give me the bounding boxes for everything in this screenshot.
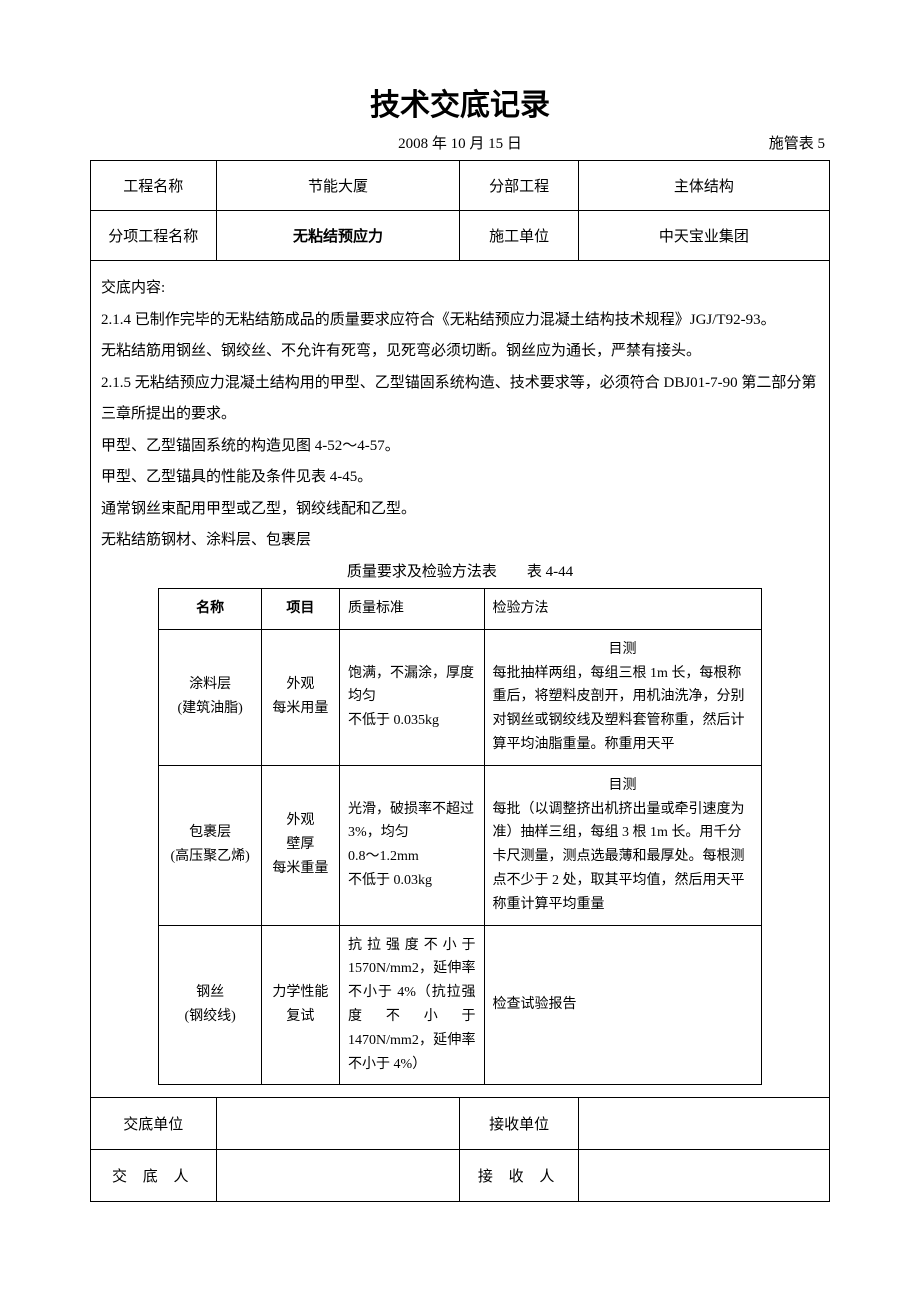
- r2-method-body: 每批（以调整挤出机挤出量或牵引速度为准）抽样三组，每组 3 根 1m 长。用千分…: [493, 802, 745, 912]
- unit-value: 中天宝业集团: [578, 211, 829, 261]
- col-method: 检验方法: [484, 589, 761, 630]
- date-row: 2008 年 10 月 15 日 施管表 5: [90, 132, 830, 154]
- col-std: 质量标准: [340, 589, 485, 630]
- r1-method: 目测 每批抽样两组，每组三根 1m 长，每根称重后，将塑料皮剖开，用机油洗净，分…: [484, 629, 761, 765]
- r2-item-l3: 每米重量: [272, 861, 328, 876]
- r2-std-l2: 0.8～1.2mm: [348, 849, 419, 864]
- r1-name-l1: 涂料层: [189, 677, 231, 692]
- content-p5: 甲型、乙型锚具的性能及条件见表 4-45。: [101, 462, 819, 494]
- content-heading: 交底内容:: [101, 273, 819, 305]
- date-text: 2008 年 10 月 15 日: [90, 132, 830, 153]
- r3-std: 抗拉强度不小于1570N/mm2，延伸率不小于 4%（抗拉强度不小于 1470N…: [340, 925, 485, 1085]
- r2-std: 光滑，破损率不超过 3%，均匀 0.8～1.2mm 不低于 0.03kg: [340, 765, 485, 925]
- send-unit-label: 交底单位: [91, 1098, 217, 1150]
- sub-name-value: 无粘结预应力: [216, 211, 460, 261]
- receiver-label: 接 收 人: [460, 1150, 578, 1202]
- r1-std-l1: 饱满，不漏涂，厚度均匀: [348, 666, 474, 705]
- r1-item-l2: 每米用量: [272, 701, 328, 716]
- inner-table-caption: 质量要求及检验方法表 表 4-44: [101, 557, 819, 589]
- unit-label: 施工单位: [460, 211, 578, 261]
- content-p2: 无粘结筋用钢丝、钢绞丝、不允许有死弯，见死弯必须切断。钢丝应为通长，严禁有接头。: [101, 336, 819, 368]
- receiver-value: [578, 1150, 829, 1202]
- content-p6: 通常钢丝束配用甲型或乙型，钢绞线配和乙型。: [101, 494, 819, 526]
- r3-name-l2: (钢绞线): [184, 1009, 235, 1024]
- header-row-2: 分项工程名称 无粘结预应力 施工单位 中天宝业集团: [91, 211, 830, 261]
- r1-std-l2: 不低于 0.035kg: [348, 713, 439, 728]
- page-title: 技术交底记录: [90, 80, 830, 124]
- send-unit-value: [216, 1098, 460, 1150]
- table-row: 涂料层 (建筑油脂) 外观 每米用量 饱满，不漏涂，厚度均匀 不低于 0.035…: [159, 629, 761, 765]
- content-row: 交底内容: 2.1.4 已制作完毕的无粘结筋成品的质量要求应符合《无粘结预应力混…: [91, 261, 830, 1098]
- recv-unit-value: [578, 1098, 829, 1150]
- content-cell: 交底内容: 2.1.4 已制作完毕的无粘结筋成品的质量要求应符合《无粘结预应力混…: [91, 261, 830, 1098]
- sub-name-label: 分项工程名称: [91, 211, 217, 261]
- r2-method-title: 目测: [493, 774, 753, 798]
- col-item: 项目: [261, 589, 339, 630]
- r2-name-l2: (高压聚乙烯): [170, 849, 249, 864]
- r1-name: 涂料层 (建筑油脂): [159, 629, 261, 765]
- form-label: 施管表 5: [769, 132, 825, 153]
- recv-unit-label: 接收单位: [460, 1098, 578, 1150]
- footer-row-1: 交底单位 接收单位: [91, 1098, 830, 1150]
- r1-name-l2: (建筑油脂): [177, 701, 242, 716]
- section-label: 分部工程: [460, 161, 578, 211]
- r2-item-l2: 壁厚: [286, 837, 314, 852]
- r2-method: 目测 每批（以调整挤出机挤出量或牵引速度为准）抽样三组，每组 3 根 1m 长。…: [484, 765, 761, 925]
- table-row: 钢丝 (钢绞线) 力学性能复试 抗拉强度不小于1570N/mm2，延伸率不小于 …: [159, 925, 761, 1085]
- r2-name-l1: 包裹层: [189, 825, 231, 840]
- project-name-value: 节能大厦: [216, 161, 460, 211]
- r1-std: 饱满，不漏涂，厚度均匀 不低于 0.035kg: [340, 629, 485, 765]
- r2-item-l1: 外观: [286, 813, 314, 828]
- main-table: 工程名称 节能大厦 分部工程 主体结构 分项工程名称 无粘结预应力 施工单位 中…: [90, 160, 830, 1202]
- header-row-1: 工程名称 节能大厦 分部工程 主体结构: [91, 161, 830, 211]
- content-p4: 甲型、乙型锚固系统的构造见图 4-52～4-57。: [101, 431, 819, 463]
- r3-name: 钢丝 (钢绞线): [159, 925, 261, 1085]
- quality-table: 名称 项目 质量标准 检验方法 涂料层 (建筑油脂) 外观 每米用量: [158, 588, 761, 1085]
- r2-std-l1: 光滑，破损率不超过 3%，均匀: [348, 802, 474, 841]
- table-row: 包裹层 (高压聚乙烯) 外观 壁厚 每米重量 光滑，破损率不超过 3%，均匀 0…: [159, 765, 761, 925]
- content-p1: 2.1.4 已制作完毕的无粘结筋成品的质量要求应符合《无粘结预应力混凝土结构技术…: [101, 305, 819, 337]
- content-p7: 无粘结筋钢材、涂料层、包裹层: [101, 525, 819, 557]
- r2-name: 包裹层 (高压聚乙烯): [159, 765, 261, 925]
- col-name: 名称: [159, 589, 261, 630]
- quality-table-header: 名称 项目 质量标准 检验方法: [159, 589, 761, 630]
- section-value: 主体结构: [578, 161, 829, 211]
- r1-method-body: 每批抽样两组，每组三根 1m 长，每根称重后，将塑料皮剖开，用机油洗净，分别对钢…: [493, 666, 745, 752]
- project-name-label: 工程名称: [91, 161, 217, 211]
- r3-method: 检查试验报告: [484, 925, 761, 1085]
- r1-item-l1: 外观: [286, 677, 314, 692]
- sender-value: [216, 1150, 460, 1202]
- r3-name-l1: 钢丝: [196, 985, 224, 1000]
- sender-label: 交 底 人: [91, 1150, 217, 1202]
- r2-item: 外观 壁厚 每米重量: [261, 765, 339, 925]
- r3-item: 力学性能复试: [261, 925, 339, 1085]
- footer-row-2: 交 底 人 接 收 人: [91, 1150, 830, 1202]
- r1-method-title: 目测: [493, 638, 753, 662]
- r2-std-l3: 不低于 0.03kg: [348, 873, 432, 888]
- content-p3: 2.1.5 无粘结预应力混凝土结构用的甲型、乙型锚固系统构造、技术要求等，必须符…: [101, 368, 819, 431]
- r1-item: 外观 每米用量: [261, 629, 339, 765]
